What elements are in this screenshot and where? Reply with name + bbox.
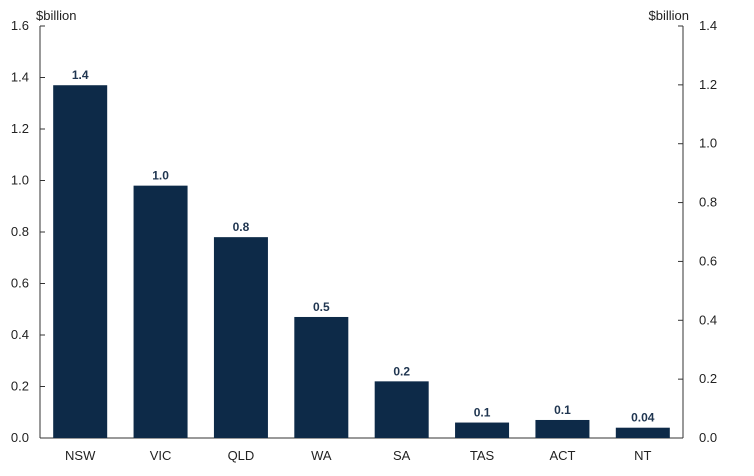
- data-label-tas: 0.1: [474, 406, 491, 420]
- x-tick-label-nt: NT: [634, 448, 651, 463]
- left-tick-label: 0.2: [11, 379, 29, 394]
- bar-sa: [374, 381, 429, 438]
- right-tick-label: 0.6: [699, 253, 717, 268]
- bar-series: [53, 85, 670, 438]
- bar-wa: [294, 316, 349, 438]
- data-label-act: 0.1: [554, 403, 571, 417]
- left-tick-label: 0.6: [11, 276, 29, 291]
- right-tick-label: 1.4: [699, 18, 717, 33]
- x-tick-label-sa: SA: [393, 448, 411, 463]
- bar-nt: [615, 427, 670, 438]
- x-axis-ticks: NSW VIC QLD WA SA TAS ACT NT: [65, 448, 652, 463]
- right-tick-label: 0.0: [699, 430, 717, 445]
- left-tick-label: 1.0: [11, 173, 29, 188]
- right-axis-unit-label: $billion: [649, 8, 689, 23]
- x-tick-label-act: ACT: [549, 448, 575, 463]
- right-axis-ticks: 0.0 0.2 0.4 0.6 0.8 1.0 1.2 1.4: [678, 18, 717, 445]
- right-tick-label: 1.0: [699, 136, 717, 151]
- left-tick-label: 1.6: [11, 18, 29, 33]
- bar-qld: [213, 237, 268, 438]
- data-label-nsw: 1.4: [72, 68, 89, 82]
- left-tick-label: 0.4: [11, 327, 29, 342]
- right-tick-label: 0.4: [699, 312, 717, 327]
- right-tick-label: 0.2: [699, 371, 717, 386]
- data-label-nt: 0.04: [631, 411, 655, 425]
- left-axis-unit-label: $billion: [36, 8, 76, 23]
- data-labels: 1.4 1.0 0.8 0.5 0.2 0.1 0.1 0.04: [72, 68, 655, 424]
- bar-tas: [455, 422, 510, 438]
- left-tick-label: 0.0: [11, 430, 29, 445]
- right-tick-label: 0.8: [699, 195, 717, 210]
- data-label-wa: 0.5: [313, 300, 330, 314]
- right-tick-label: 1.2: [699, 77, 717, 92]
- x-tick-label-tas: TAS: [470, 448, 495, 463]
- x-tick-label-qld: QLD: [228, 448, 255, 463]
- left-tick-label: 0.8: [11, 224, 29, 239]
- data-label-vic: 1.0: [152, 169, 169, 183]
- x-tick-label-wa: WA: [311, 448, 332, 463]
- x-tick-label-vic: VIC: [150, 448, 172, 463]
- x-tick-label-nsw: NSW: [65, 448, 96, 463]
- left-tick-label: 1.4: [11, 70, 29, 85]
- data-label-sa: 0.2: [393, 364, 410, 378]
- bar-vic: [133, 185, 188, 438]
- bar-act: [535, 419, 590, 438]
- data-label-qld: 0.8: [233, 220, 250, 234]
- left-tick-label: 1.2: [11, 121, 29, 136]
- bar-nsw: [53, 85, 108, 438]
- left-axis-ticks: 0.0 0.2 0.4 0.6 0.8 1.0 1.2 1.4 1.6: [11, 18, 45, 445]
